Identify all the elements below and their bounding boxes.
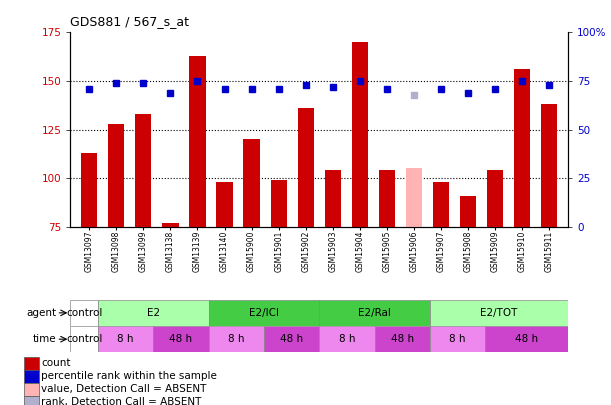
Text: control: control <box>66 308 102 318</box>
Bar <box>487 171 503 227</box>
Bar <box>430 326 485 352</box>
Bar <box>320 326 375 352</box>
Text: 8 h: 8 h <box>228 334 244 344</box>
Text: control: control <box>66 334 102 344</box>
Bar <box>406 168 422 227</box>
Text: value, Detection Call = ABSENT: value, Detection Call = ABSENT <box>41 384 207 394</box>
Bar <box>98 300 208 326</box>
Text: E2/Ral: E2/Ral <box>358 308 391 318</box>
Bar <box>375 326 430 352</box>
Text: time: time <box>33 334 56 344</box>
Bar <box>24 370 38 383</box>
Bar <box>320 300 430 326</box>
Bar <box>24 383 38 396</box>
Text: E2: E2 <box>147 308 160 318</box>
Text: GDS881 / 567_s_at: GDS881 / 567_s_at <box>70 15 189 28</box>
Text: 8 h: 8 h <box>117 334 134 344</box>
Bar <box>70 300 98 326</box>
Text: E2/ICI: E2/ICI <box>249 308 279 318</box>
Text: agent: agent <box>26 308 56 318</box>
Bar <box>81 153 97 227</box>
Text: count: count <box>41 358 70 368</box>
Bar <box>189 56 205 227</box>
Text: 48 h: 48 h <box>390 334 414 344</box>
Text: 48 h: 48 h <box>280 334 303 344</box>
Bar <box>135 114 152 227</box>
Bar <box>243 139 260 227</box>
Text: 48 h: 48 h <box>515 334 538 344</box>
Bar <box>108 124 125 227</box>
Bar <box>264 326 320 352</box>
Text: percentile rank within the sample: percentile rank within the sample <box>41 371 217 381</box>
Bar <box>208 300 320 326</box>
Bar <box>98 326 153 352</box>
Bar <box>70 326 98 352</box>
Text: E2/TOT: E2/TOT <box>480 308 518 318</box>
Bar <box>24 356 38 370</box>
Bar <box>163 223 178 227</box>
Bar <box>514 69 530 227</box>
Bar <box>324 171 341 227</box>
Bar <box>298 108 314 227</box>
Text: 8 h: 8 h <box>338 334 355 344</box>
Bar <box>485 326 568 352</box>
Text: 8 h: 8 h <box>449 334 466 344</box>
Bar <box>208 326 264 352</box>
Bar <box>430 300 568 326</box>
Bar <box>153 326 208 352</box>
Text: 48 h: 48 h <box>169 334 192 344</box>
Bar <box>216 182 233 227</box>
Bar <box>541 104 557 227</box>
Bar <box>460 196 476 227</box>
Text: rank, Detection Call = ABSENT: rank, Detection Call = ABSENT <box>41 397 202 405</box>
Bar <box>271 180 287 227</box>
Bar <box>24 396 38 405</box>
Bar <box>352 42 368 227</box>
Bar <box>379 171 395 227</box>
Bar <box>433 182 449 227</box>
